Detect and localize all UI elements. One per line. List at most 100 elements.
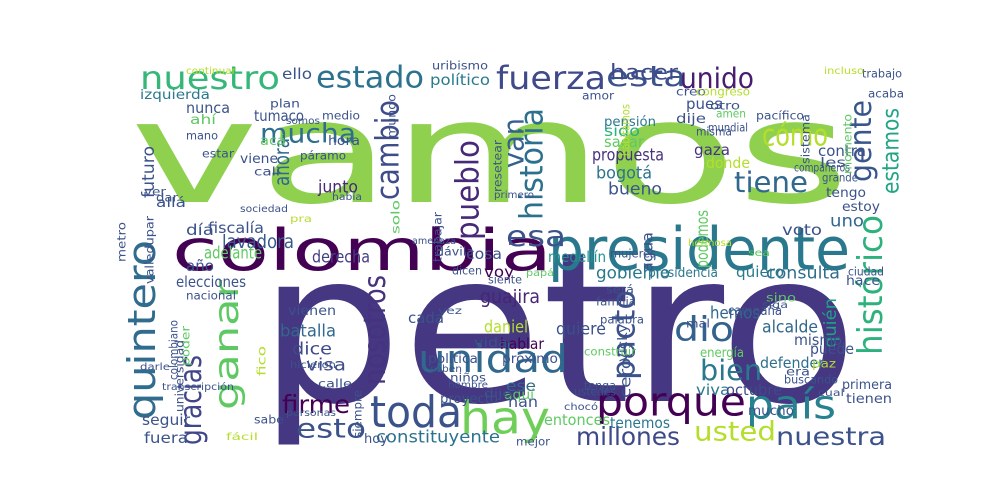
- word-paz: paz: [812, 357, 836, 371]
- word-les: les: [820, 156, 846, 171]
- word-pues: pues: [686, 95, 722, 113]
- word-mundo: mundo: [384, 94, 398, 138]
- word-mundial: mundial: [708, 121, 748, 135]
- word-cómo: cómo: [762, 119, 828, 154]
- word-fiscalía: fiscalía: [208, 219, 264, 237]
- word-firme: firme: [282, 390, 350, 419]
- word-estamos: estamos: [879, 108, 905, 194]
- word-nuestro: nuestro: [140, 59, 280, 97]
- word-momento: momento: [840, 114, 854, 174]
- word-páramo: páramo: [300, 149, 346, 163]
- word-siempre: siempre: [350, 390, 364, 438]
- word-van: van: [497, 118, 530, 168]
- word-cali: cali: [254, 165, 280, 179]
- word-mujeres: mujeres: [610, 247, 656, 261]
- word-hacer: hacer: [610, 61, 678, 85]
- word-hemos: hemos: [710, 303, 760, 323]
- word-esto: esto: [296, 413, 366, 444]
- word-lavadora: lavadora: [222, 231, 294, 253]
- word-usted: usted: [694, 416, 776, 447]
- word-acá: acá: [260, 133, 286, 149]
- word-viva: viva: [696, 381, 730, 399]
- word-resetear: resetear: [490, 140, 504, 192]
- word-campaña: campaña: [728, 304, 782, 319]
- word-compañeros: compañeros: [794, 161, 850, 175]
- word-hablar: hablar: [500, 335, 545, 353]
- word-había: había: [332, 192, 362, 203]
- word-viene: viene: [240, 152, 278, 167]
- word-mucho: mucho: [748, 404, 794, 419]
- word-año: año: [186, 257, 214, 275]
- word-gobierno: gobierno: [596, 263, 670, 283]
- word-mal: mal: [686, 317, 710, 331]
- word-contra: contra: [818, 142, 866, 160]
- word-valledupar: valledupar: [142, 216, 156, 284]
- word-gracias: gracias: [174, 355, 209, 445]
- word-hombre: hombre: [448, 380, 488, 391]
- word-calle: calle: [318, 377, 352, 391]
- word-solo: solo: [388, 200, 402, 234]
- word-próximo: próximo: [502, 351, 558, 367]
- word-guajira: guajira: [480, 286, 540, 308]
- word-consulta: consulta: [766, 263, 840, 283]
- word-personas: personas: [286, 408, 336, 419]
- word-colombiano: colombiano: [166, 320, 180, 380]
- word-vicky: vicky: [616, 324, 631, 362]
- word-toda: toda: [370, 387, 462, 438]
- word-dávila: dávila: [436, 245, 474, 259]
- word-tengo: tengo: [826, 186, 866, 201]
- word-estado: estado: [316, 61, 424, 96]
- word-voy: voy: [484, 263, 514, 281]
- word-niños: niños: [450, 371, 486, 385]
- word-uno: uno: [830, 211, 864, 231]
- word-familia: familia: [596, 295, 636, 309]
- word-amor: amor: [582, 89, 614, 103]
- word-energía: energía: [700, 345, 744, 361]
- word-dio: dio: [674, 310, 734, 350]
- word-hora: hora: [328, 134, 360, 149]
- word-millones: millones: [576, 422, 680, 451]
- word-transcripción: transcripción: [162, 382, 234, 393]
- word-quiere: quiere: [556, 319, 606, 339]
- word-voto: voto: [782, 221, 822, 239]
- word-presidencia: presidencia: [648, 266, 718, 281]
- word-dice: dice: [292, 339, 332, 359]
- word-incluso: incluso: [824, 66, 864, 77]
- word-hay: hay: [460, 391, 550, 444]
- word-quién: quién: [821, 298, 841, 348]
- word-gaza: gaza: [694, 141, 730, 159]
- word-primera: primera: [842, 378, 892, 393]
- word-chocó: chocó: [564, 402, 598, 413]
- word-fuerza: fuerza: [496, 59, 606, 97]
- word-bueno: bueno: [608, 179, 662, 199]
- word-papá: papá: [526, 268, 554, 279]
- word-daniel: daniel: [484, 317, 528, 337]
- word-siga: siga: [762, 300, 788, 311]
- word-unidad: unidad: [418, 337, 568, 381]
- word-era: era: [786, 365, 810, 379]
- word-seguir: seguir: [142, 411, 191, 429]
- word-dicen: dicen: [452, 264, 482, 278]
- word-hoy: hoy: [364, 432, 388, 447]
- word-ustedes: ustedes: [574, 385, 616, 399]
- word-octubre: octubre: [726, 381, 782, 399]
- word-ciudad: ciudad: [848, 265, 884, 279]
- word-saben: saben: [430, 364, 462, 375]
- word-ver: ver: [144, 185, 166, 199]
- word-universidad: universidad: [172, 340, 186, 412]
- word-cual: cual: [818, 388, 844, 399]
- word-construir: construir: [584, 345, 636, 359]
- word-habitamos: habitamos: [618, 104, 632, 156]
- word-hace: hace: [846, 274, 880, 289]
- word-plan: plan: [270, 97, 300, 111]
- word-vez: vez: [438, 306, 462, 317]
- word-batalla: batalla: [280, 321, 336, 341]
- word-cero: cero: [617, 358, 635, 398]
- word-político: político: [430, 71, 490, 89]
- word-elecciones: elecciones: [176, 273, 246, 291]
- word-acaba: acaba: [868, 87, 904, 101]
- word-entonces: entonces: [544, 411, 610, 429]
- word-proyecto: proyecto: [440, 392, 498, 407]
- word-porque: porque: [596, 380, 746, 426]
